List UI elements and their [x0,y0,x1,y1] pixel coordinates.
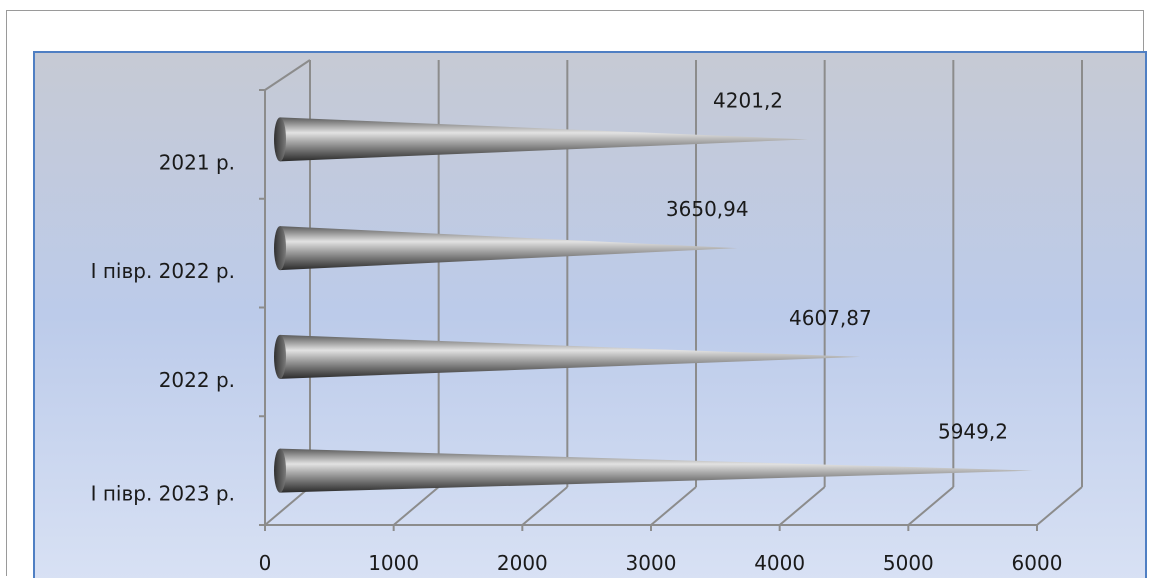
category-label: 2021 р. [159,150,235,174]
floor-gridline [907,486,954,526]
grid-layer [259,59,1083,531]
cone-base-cap [274,448,286,493]
x-tick-label: 1000 [368,551,419,575]
floor-gridline [521,486,568,526]
cone-bar [280,226,738,271]
cone-base-cap [274,117,286,162]
category-label: І півр. 2023 р. [91,482,235,506]
floor-gridline [650,486,697,526]
floor-gridline [779,486,826,526]
cone-base-cap [274,334,286,379]
category-label: І півр. 2022 р. [91,259,235,283]
data-label: 5949,2 [938,420,1008,444]
floor-gridline [393,486,440,526]
data-label: 4201,2 [713,88,783,112]
label-layer: 0 1000 2000 3000 4000 5000 6000 4201,2 2021 р. 36… [91,88,1063,575]
cone-bar [280,117,809,162]
cone-base-cap [274,226,286,271]
data-label: 4607,87 [789,306,872,330]
category-label: 2022 р. [159,368,235,392]
x-tick-label: 6000 [1012,551,1063,575]
cone-bar [280,448,1033,493]
cone-layer [274,117,1033,493]
data-label: 3650,94 [666,197,749,221]
x-tick-label: 3000 [626,551,677,575]
x-tick-label: 2000 [497,551,548,575]
cone-bar [280,334,861,379]
floor-gridline [264,486,311,526]
x-tick-label: 5000 [883,551,934,575]
x-tick-label: 4000 [754,551,805,575]
wall-top-edge [264,59,311,91]
x-tick-label: 0 [259,551,272,575]
floor-gridline [1036,486,1083,526]
